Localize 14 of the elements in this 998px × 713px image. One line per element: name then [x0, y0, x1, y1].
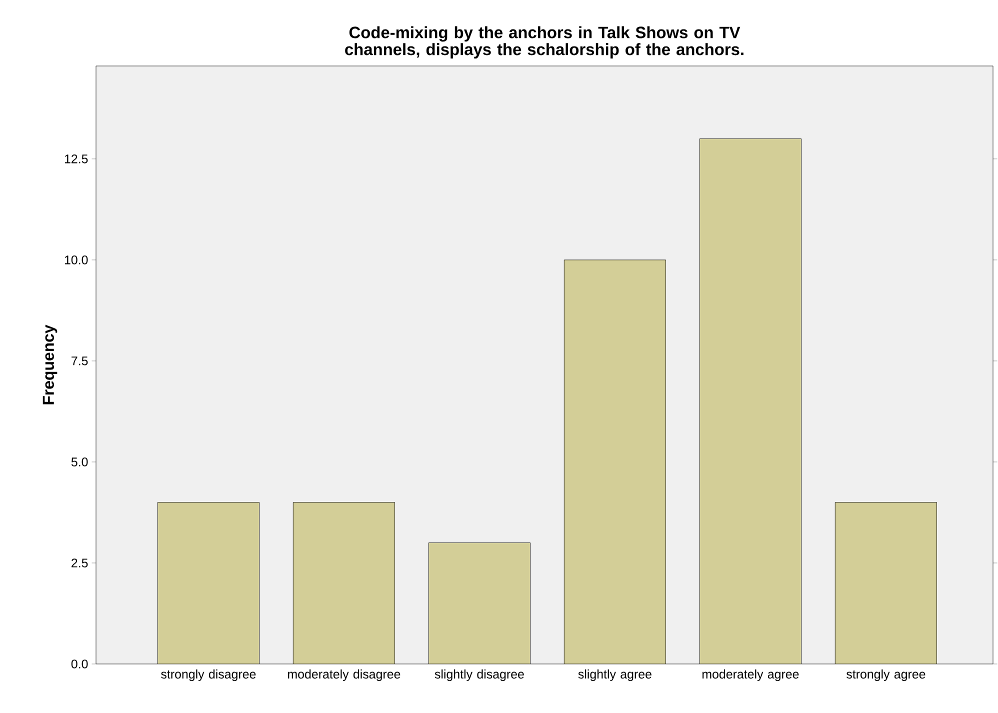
y-tick-label: 7.5 — [72, 356, 88, 366]
x-tick-label: strongly disagree — [161, 669, 256, 682]
x-tick-label: moderately disagree — [288, 669, 400, 682]
y-tick-label: 2.5 — [72, 558, 88, 568]
x-tick-label: slightly agree — [578, 669, 652, 682]
y-tick-label: 0.0 — [71, 660, 88, 668]
y-tick-label: 10.0 — [64, 256, 88, 264]
x-tick-label: strongly agree — [846, 669, 926, 682]
y-axis-title: Frequency — [42, 324, 58, 404]
x-tick-label: moderately agree — [702, 669, 799, 682]
y-tick-label: 5.0 — [71, 458, 88, 466]
x-tick-label: slightly disagree — [434, 669, 524, 682]
chart-title: Code-mixing by the anchors in Talk Shows on TV channels, displays the schalorship of the anchors. — [345, 26, 744, 58]
y-tick-label: 12.5 — [64, 154, 88, 164]
